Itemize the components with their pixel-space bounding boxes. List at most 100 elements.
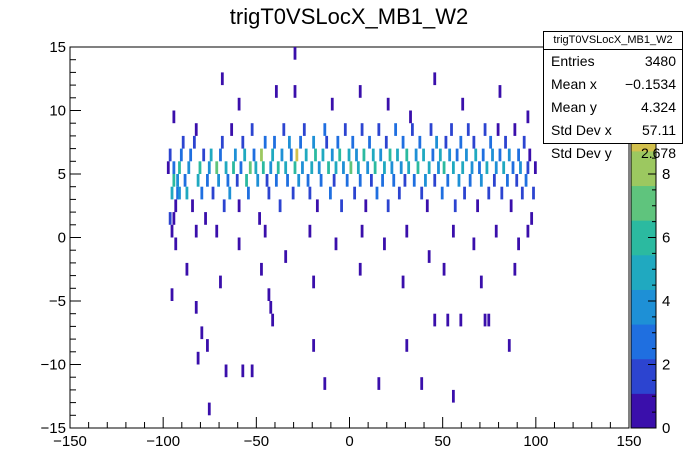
- heatmap-cell: [179, 148, 183, 162]
- heatmap-cell: [330, 97, 334, 111]
- heatmap-cell: [217, 174, 220, 187]
- y-axis: −15 −10 −5 0 5 10 15: [41, 39, 81, 437]
- colorbar-swatch: [631, 324, 656, 360]
- heatmap-cell: [513, 262, 517, 276]
- heatmap-cell: [323, 377, 327, 390]
- heatmap-cell: [226, 174, 230, 187]
- heatmap-cell: [355, 148, 358, 162]
- heatmap-cell: [276, 161, 280, 174]
- heatmap-cell: [282, 123, 286, 136]
- y-tick-label: 10: [49, 103, 66, 120]
- heatmap-cell: [465, 148, 468, 162]
- heatmap-cell: [375, 186, 379, 200]
- heatmap-cell: [414, 148, 418, 162]
- heatmap-cell: [187, 161, 191, 174]
- heatmap-cell: [401, 275, 405, 289]
- heatmap-cell: [425, 199, 429, 213]
- heatmap-cell: [532, 186, 535, 200]
- heatmap-cell: [329, 186, 332, 200]
- heatmap-cell: [366, 161, 370, 174]
- stats-std-x-value: 57.11: [642, 122, 676, 138]
- heatmap-cell: [356, 161, 360, 174]
- heatmap-cell: [250, 364, 254, 378]
- heatmap-cell: [396, 148, 399, 162]
- heatmap-cell: [498, 85, 502, 98]
- heatmap-cell: [506, 174, 509, 187]
- stats-mean-y-label: Mean y: [551, 99, 597, 115]
- heatmap-cell: [502, 161, 506, 174]
- y-tick-label: 5: [58, 166, 66, 183]
- stats-std-x-row: Std Dev x 57.11: [544, 119, 682, 142]
- colorbar-swatch: [631, 393, 656, 429]
- heatmap-cell: [442, 161, 446, 174]
- heatmap-cell: [433, 313, 437, 327]
- heatmap-cell: [254, 161, 258, 174]
- heatmap-cell: [394, 123, 398, 136]
- heatmap-cell: [479, 174, 483, 187]
- heatmap-cell: [248, 161, 252, 174]
- heatmap-cell: [444, 135, 448, 149]
- heatmap-cell: [183, 174, 187, 187]
- heatmap-cell: [170, 186, 174, 200]
- heatmap-cell: [168, 148, 172, 162]
- heatmap-cell: [206, 339, 209, 352]
- heatmap-cell: [194, 123, 198, 136]
- heatmap-cell: [369, 174, 373, 187]
- heatmap-cell: [360, 123, 364, 136]
- heatmap-cell: [340, 199, 343, 213]
- heatmap-cell: [200, 326, 204, 340]
- heatmap-cell: [491, 148, 494, 162]
- heatmap-cell: [235, 174, 239, 187]
- heatmap-cell: [332, 174, 336, 187]
- heatmap-cell: [178, 186, 181, 200]
- x-tick-label: −50: [244, 433, 269, 450]
- heatmap-cell: [440, 186, 444, 200]
- heatmap-cell: [308, 186, 312, 200]
- heatmap-cell: [442, 262, 446, 276]
- heatmap-cell: [315, 199, 319, 213]
- heatmap-cell: [312, 275, 316, 289]
- colorbar-swatch: [631, 185, 656, 221]
- colorbar-tick-label: 6: [662, 230, 670, 247]
- heatmap-cell: [517, 148, 520, 162]
- heatmap-cell: [267, 288, 271, 301]
- heatmap-cell: [463, 186, 466, 200]
- heatmap-cell: [185, 262, 189, 276]
- heatmap-cell: [420, 186, 424, 200]
- heatmap-cell: [487, 313, 491, 327]
- heatmap-cell: [515, 174, 519, 187]
- heatmap-cell: [306, 174, 310, 187]
- heatmap-cell: [433, 174, 437, 187]
- heatmap-cell: [293, 85, 297, 98]
- heatmap-cell: [455, 148, 459, 162]
- heatmap-cell: [220, 135, 224, 149]
- heatmap-cell: [323, 123, 327, 136]
- heatmap-cell: [273, 135, 276, 149]
- heatmap-cell: [429, 123, 433, 136]
- heatmap-cell: [289, 148, 293, 162]
- heatmap-cell: [397, 186, 401, 200]
- x-axis: −150 −100 −50 0 50 100 150: [53, 417, 642, 450]
- heatmap-cell: [461, 97, 465, 111]
- heatmap-cell: [237, 237, 241, 251]
- heatmap-cell: [228, 186, 232, 200]
- heatmap-cell: [219, 275, 222, 289]
- heatmap-cell: [176, 186, 180, 200]
- heatmap-cell: [373, 161, 377, 174]
- heatmap-cell: [269, 161, 273, 174]
- x-tick-label: 0: [345, 433, 353, 450]
- heatmap-cell: [233, 148, 237, 162]
- heatmap-cell: [263, 135, 267, 149]
- heatmap-cell: [472, 237, 476, 251]
- heatmap-cell: [513, 123, 517, 136]
- heatmap-cell: [433, 72, 437, 86]
- heatmap-cell: [401, 135, 405, 149]
- heatmap-cell: [261, 161, 265, 174]
- heatmap-cell: [407, 161, 411, 174]
- heatmap-cell: [207, 161, 211, 174]
- stats-mean-x-value: −0.1534: [625, 76, 676, 92]
- heatmap-cell: [256, 174, 260, 187]
- heatmap-cell: [301, 161, 304, 174]
- heatmap-cell: [362, 148, 366, 162]
- heatmap-cell: [330, 148, 334, 162]
